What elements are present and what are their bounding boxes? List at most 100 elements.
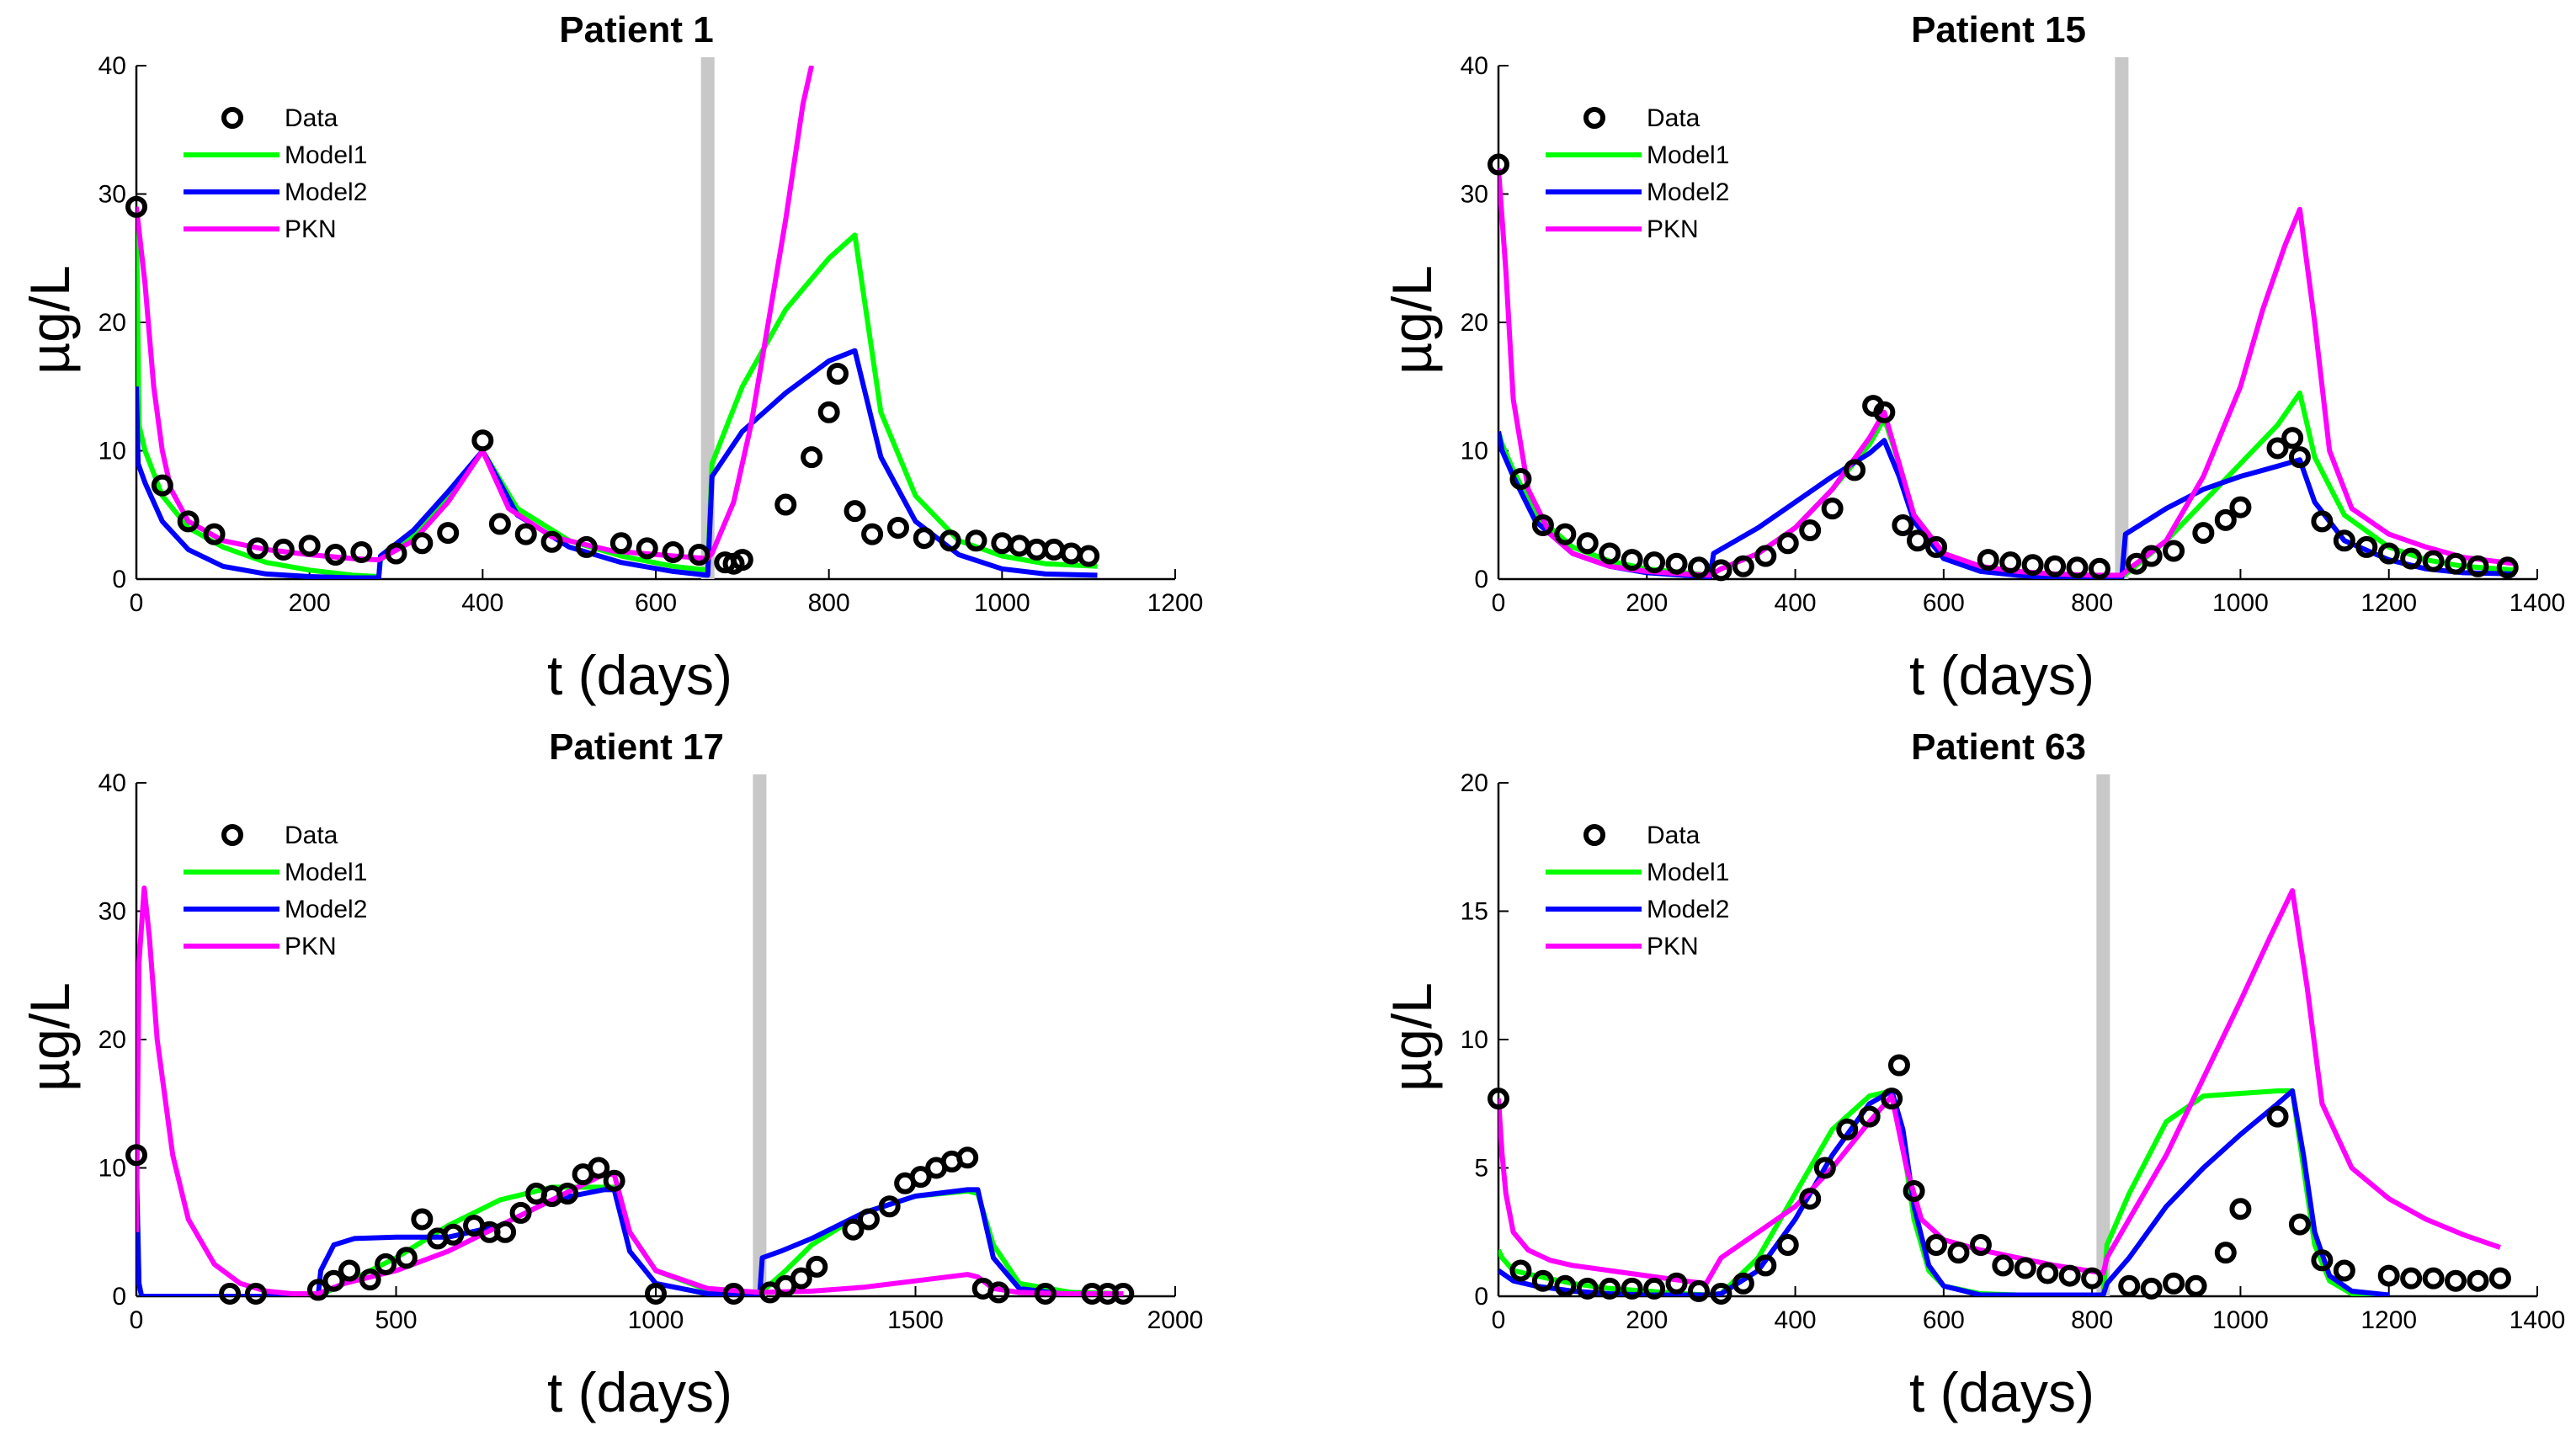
data-point — [442, 1223, 465, 1246]
data-point — [2311, 510, 2334, 533]
series-line-model1 — [136, 206, 1098, 579]
x-tick-label: 800 — [808, 589, 850, 617]
x-tick-label: 600 — [1923, 589, 1965, 617]
y-tick-label: 10 — [98, 1155, 126, 1183]
data-point — [125, 195, 147, 218]
data-point — [844, 500, 866, 523]
legend: Data Model1 Model2 PKN — [184, 822, 367, 960]
series-line-model2 — [1498, 1088, 2390, 1296]
legend-label-model1: Model1 — [285, 141, 367, 169]
x-tick-label: 1000 — [628, 1306, 684, 1334]
data-point — [1599, 1277, 1621, 1300]
data-point — [1999, 551, 2022, 574]
cycle-divider — [2115, 57, 2129, 579]
y-axis-label: µg/L — [19, 982, 81, 1092]
x-tick-label: 400 — [461, 589, 503, 617]
data-point — [494, 1221, 517, 1243]
data-point — [2281, 427, 2304, 449]
data-point — [2163, 1272, 2185, 1295]
legend: Data Model1 Model2 PKN — [1546, 822, 1729, 960]
x-tick-label: 1200 — [2360, 589, 2417, 617]
data-point — [411, 532, 434, 555]
data-point — [826, 363, 849, 385]
data-point — [909, 1166, 932, 1189]
data-point — [272, 538, 295, 561]
legend-label-model2: Model2 — [1647, 896, 1729, 923]
x-axis-label: t (days) — [1909, 644, 2094, 706]
data-point — [1732, 555, 1754, 577]
data-point — [2229, 1198, 2252, 1221]
y-tick-label: 30 — [1461, 181, 1488, 209]
data-point — [987, 1281, 1010, 1304]
data-point — [1554, 1274, 1577, 1297]
data-point — [1907, 529, 1929, 552]
data-point — [1858, 1105, 1881, 1128]
data-point — [2467, 1269, 2489, 1292]
series-line-pkn — [1498, 168, 2515, 578]
data-point — [1903, 1179, 1925, 1202]
data-point — [1488, 1088, 1509, 1110]
data-point — [2400, 547, 2423, 570]
data-point — [2021, 554, 2044, 577]
data-point — [2214, 508, 2237, 531]
data-point — [203, 523, 226, 545]
y-tick-label: 20 — [1461, 309, 1488, 337]
data-point — [774, 493, 797, 516]
x-tick-label: 800 — [2071, 1306, 2113, 1334]
data-point — [2266, 437, 2289, 460]
data-point — [177, 510, 200, 533]
data-point — [662, 540, 684, 563]
data-point — [1060, 542, 1083, 565]
data-point — [1531, 1269, 1554, 1292]
data-point — [2088, 557, 2110, 580]
data-point — [350, 540, 373, 563]
data-point — [2081, 1267, 2104, 1290]
data-point — [306, 1279, 329, 1301]
data-point — [731, 549, 753, 572]
data-point — [2163, 540, 2185, 562]
x-tick-label: 600 — [635, 589, 677, 617]
cycle-divider — [700, 57, 715, 579]
data-point — [1754, 1254, 1777, 1277]
y-tick-label: 40 — [98, 52, 126, 80]
x-tick-label: 500 — [375, 1306, 417, 1334]
data-point — [359, 1268, 381, 1291]
data-point — [636, 537, 658, 560]
data-point — [1643, 551, 1666, 574]
data-point — [801, 446, 823, 469]
legend-marker-data — [221, 107, 243, 129]
data-point — [1821, 497, 1844, 520]
data-point — [588, 1157, 610, 1179]
x-tick-label: 1500 — [887, 1306, 944, 1334]
data-point — [1621, 549, 1643, 572]
data-point — [1078, 545, 1100, 567]
data-point — [322, 1269, 345, 1292]
x-tick-label: 400 — [1775, 589, 1817, 617]
data-point — [1892, 513, 1914, 536]
data-point — [722, 1282, 745, 1305]
data-point — [1665, 552, 1688, 575]
data-point — [2044, 555, 2067, 577]
y-tick-label: 0 — [112, 1283, 126, 1311]
data-point — [1881, 1088, 1903, 1110]
data-point — [2377, 1264, 2400, 1287]
data-point — [2066, 556, 2089, 579]
data-point — [125, 1144, 147, 1167]
x-tick-label: 1400 — [2509, 589, 2566, 617]
data-point — [2333, 1259, 2355, 1282]
y-axis-label: µg/L — [1381, 982, 1443, 1092]
y-tick-label: 10 — [98, 438, 126, 465]
data-point — [1925, 1234, 1948, 1256]
legend: Data Model1 Model2 PKN — [1546, 104, 1729, 243]
data-point — [603, 1169, 625, 1192]
data-point — [2311, 1249, 2334, 1272]
legend-label-model1: Model1 — [1647, 859, 1729, 886]
data-point — [2422, 550, 2445, 572]
data-point — [857, 1208, 880, 1231]
x-tick-label: 1000 — [2212, 589, 2269, 617]
data-point — [1992, 1254, 2014, 1277]
data-point — [1509, 1259, 1532, 1282]
